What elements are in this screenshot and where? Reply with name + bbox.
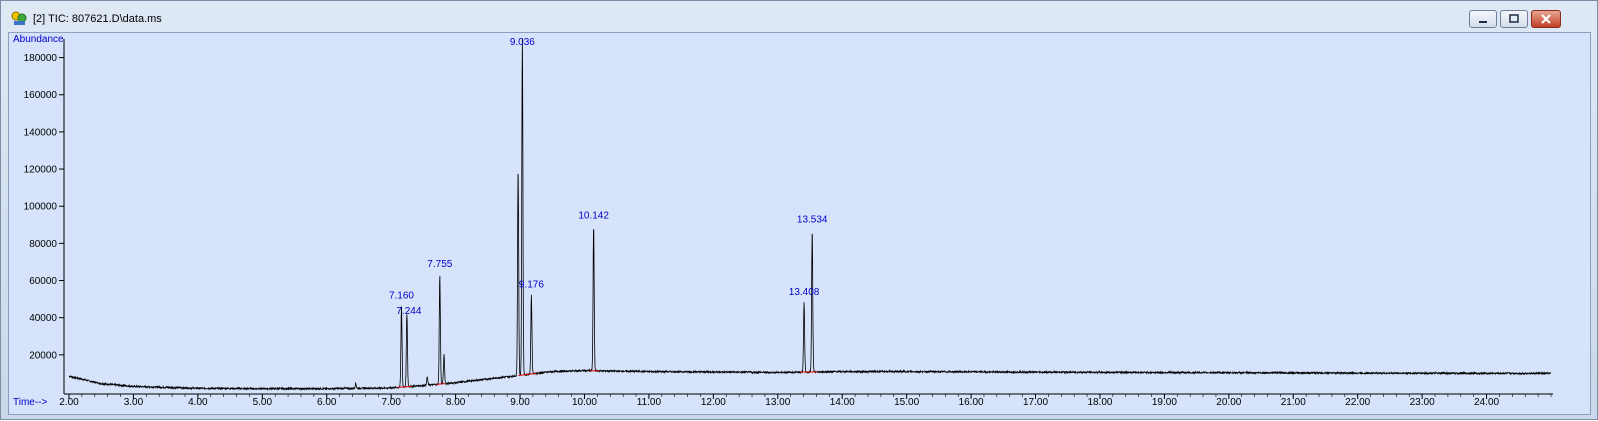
y-tick-label: 60000 — [29, 276, 57, 287]
y-tick-label: 40000 — [29, 313, 57, 324]
x-tick-label: 24.00 — [1474, 397, 1499, 408]
y-tick-label: 20000 — [29, 350, 57, 361]
peak-label: 10.142 — [578, 211, 609, 222]
y-tick-label: 140000 — [24, 127, 58, 138]
peak-label: 9.036 — [510, 37, 535, 48]
x-tick-label: 2.00 — [59, 397, 79, 408]
x-tick-label: 19.00 — [1152, 397, 1177, 408]
x-tick-label: 17.00 — [1023, 397, 1048, 408]
y-tick-label: 160000 — [24, 90, 58, 101]
x-tick-label: 10.00 — [572, 397, 597, 408]
x-tick-label: 8.00 — [446, 397, 466, 408]
peak-label: 13.408 — [789, 287, 820, 298]
x-tick-label: 3.00 — [124, 397, 144, 408]
x-tick-label: 5.00 — [253, 397, 273, 408]
x-tick-label: 12.00 — [701, 397, 726, 408]
x-tick-label: 15.00 — [894, 397, 919, 408]
y-axis-label: Abundance — [13, 34, 64, 45]
x-axis-label: Time--> — [13, 397, 48, 408]
x-tick-label: 11.00 — [637, 397, 662, 408]
peak-label: 7.160 — [389, 291, 414, 302]
x-tick-label: 13.00 — [765, 397, 790, 408]
x-tick-label: 16.00 — [959, 397, 984, 408]
y-tick-label: 80000 — [29, 239, 57, 250]
peak-label: 9.176 — [519, 279, 544, 290]
x-tick-label: 4.00 — [188, 397, 208, 408]
y-tick-label: 180000 — [24, 53, 58, 64]
integration-baseline — [403, 386, 412, 387]
x-tick-label: 20.00 — [1216, 397, 1241, 408]
x-tick-label: 9.00 — [510, 397, 530, 408]
x-tick-label: 6.00 — [317, 397, 337, 408]
x-tick-label: 22.00 — [1345, 397, 1370, 408]
y-tick-label: 100000 — [24, 202, 58, 213]
peak-label: 7.244 — [396, 306, 421, 317]
peak-label: 7.755 — [427, 259, 452, 270]
x-tick-label: 14.00 — [830, 397, 855, 408]
x-tick-label: 18.00 — [1087, 397, 1112, 408]
peak-label: 13.534 — [797, 214, 828, 225]
x-tick-label: 23.00 — [1410, 397, 1435, 408]
y-tick-label: 120000 — [24, 165, 58, 176]
x-tick-label: 21.00 — [1281, 397, 1306, 408]
x-tick-label: 7.00 — [381, 397, 401, 408]
